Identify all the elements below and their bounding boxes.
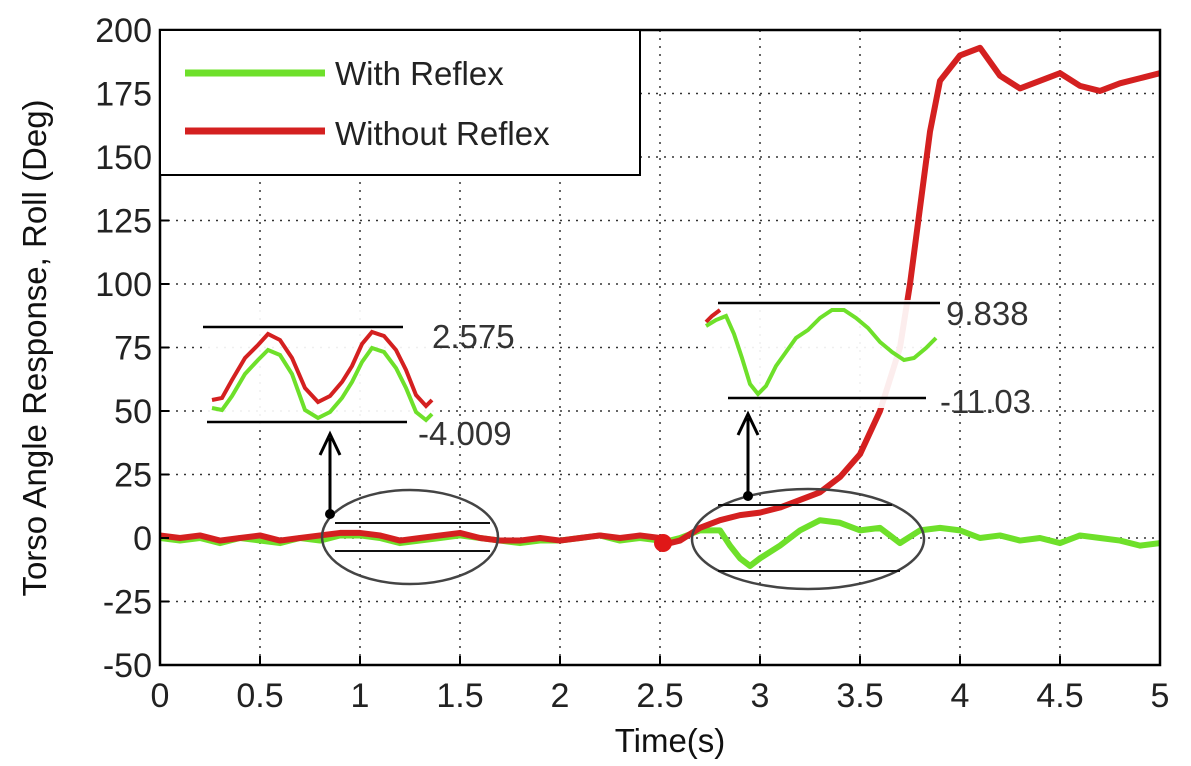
y-tick-label: 175 [95, 76, 152, 114]
y-tick-label: 75 [114, 330, 152, 368]
inset-2-min-label: -11.03 [940, 383, 1031, 420]
y-tick-label: 0 [133, 520, 152, 558]
inset-2-with-reflex-line [704, 308, 938, 397]
x-tick-label: 2.5 [636, 677, 683, 715]
zoom-arrowhead-1 [318, 430, 342, 456]
tick-labels: 0 0.5 1 1.5 2 2.5 3 3.5 4 4.5 5 200 175 150 125 100 75 50… [95, 12, 1169, 715]
y-tick-label: -25 [103, 584, 152, 622]
x-tick-label: 5 [1151, 677, 1170, 715]
x-tick-label: 4.5 [1036, 677, 1083, 715]
x-tick-label: 3.5 [836, 677, 883, 715]
y-tick-label: 50 [114, 393, 152, 431]
y-tick-label: 125 [95, 203, 152, 241]
zoom-ellipse-2 [690, 487, 926, 591]
legend-label-with-reflex: With Reflex [335, 55, 504, 92]
inset-1-without-reflex-line [211, 329, 434, 409]
inset-1-with-reflex-line [211, 345, 434, 423]
x-tick-label: 3 [751, 677, 770, 715]
x-tick-label: 1 [351, 677, 370, 715]
zoom-arrow-base-1 [325, 509, 335, 519]
y-tick-label: 200 [95, 12, 152, 50]
y-tick-label: 100 [95, 266, 152, 304]
divergence-marker [654, 534, 672, 552]
zoom-arrow-base-2 [743, 491, 753, 501]
zoom-arrowhead-2 [736, 410, 760, 436]
x-tick-label: 2 [551, 677, 570, 715]
legend-box [159, 29, 641, 176]
series-layer [160, 44, 1160, 569]
x-tick-label: 4 [951, 677, 970, 715]
inset-1-min-label: -4.009 [418, 415, 512, 452]
x-tick-label: 0.5 [236, 677, 283, 715]
series-line-without-reflex [160, 44, 1160, 547]
x-tick-label: 0 [151, 677, 170, 715]
inset-2-max-label: 9.838 [946, 295, 1029, 332]
legend: With Reflex Without Reflex [159, 29, 641, 176]
legend-label-without-reflex: Without Reflex [335, 115, 550, 152]
y-tick-label: 150 [95, 139, 152, 177]
x-tick-label: 1.5 [436, 677, 483, 715]
x-axis-label: Time(s) [615, 722, 726, 759]
y-tick-label: -50 [103, 647, 152, 685]
inset-1-max-label: 2.575 [432, 318, 515, 355]
zoom-ellipse-1 [320, 488, 500, 586]
y-axis-label: Torso Angle Response, Roll (Deg) [16, 99, 53, 596]
inset-2-without-reflex-stub [704, 308, 722, 324]
zoom-annotations: 2.575 -4.009 9.838 -11.03 [203, 295, 1031, 591]
y-tick-label: 25 [114, 457, 152, 495]
